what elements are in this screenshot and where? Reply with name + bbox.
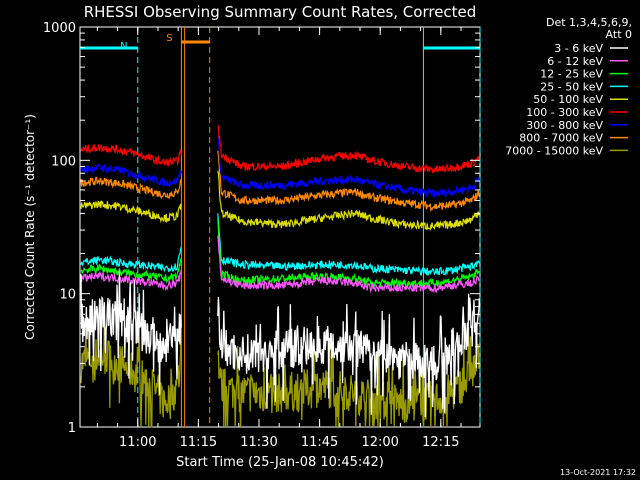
legend-label: 12 - 25 keV (540, 68, 603, 81)
series-6-12-kev (80, 235, 480, 294)
series-line (80, 150, 480, 213)
legend-label: 50 - 100 keV (533, 93, 603, 106)
x-tick-label: 12:15 (422, 435, 459, 450)
legend-label: 800 - 7000 keV (519, 132, 603, 145)
y-axis: 1 10 100 1000 (43, 21, 480, 436)
legend-entry-100-300-kev: 100 - 300 keV (526, 106, 628, 119)
x-tick-label: 11:00 (119, 435, 156, 450)
chart-title: RHESSI Observing Summary Count Rates, Co… (84, 3, 477, 21)
legend-entry-3-6-kev: 3 - 6 keV (554, 42, 628, 55)
series-100-300-kev (80, 124, 480, 174)
series-line (80, 124, 480, 174)
series-300-800-kev (80, 135, 480, 198)
footer-timestamp: 13-Oct-2021 17:32 (560, 468, 636, 477)
x-tick-label: 11:30 (240, 435, 277, 450)
instrument-state-bars: NS (80, 33, 480, 52)
legend-label: 7000 - 15000 keV (505, 144, 603, 157)
y-tick-label: 10 (59, 288, 76, 303)
x-axis: 11:00 11:15 11:30 11:45 12:00 12:15 (96, 27, 462, 450)
x-axis-label: Start Time (25-Jan-08 10:45:42) (176, 455, 384, 470)
series-layer (80, 124, 481, 428)
legend-label: 3 - 6 keV (554, 42, 603, 55)
legend-label: 25 - 50 keV (540, 80, 603, 93)
legend-entry-800-7000-kev: 800 - 7000 keV (519, 132, 628, 145)
annotation-n-0: N (80, 41, 138, 52)
legend-entry-50-100-kev: 50 - 100 keV (533, 93, 628, 106)
series-7000-15000-kev (80, 310, 481, 428)
legend-entry-300-800-kev: 300 - 800 keV (526, 119, 628, 132)
legend-entry-25-50-kev: 25 - 50 keV (540, 80, 628, 93)
series-800-7000-kev (80, 150, 480, 213)
vertical-markers (137, 27, 481, 427)
y-tick-label: 1 (68, 421, 76, 436)
legend-entry-6-12-kev: 6 - 12 keV (547, 55, 628, 68)
legend-header-line: Det 1,3,4,5,6,9, (546, 16, 632, 29)
annotation-label: S (166, 33, 172, 44)
series-line (80, 270, 481, 418)
legend-header-line: Att 0 (606, 28, 632, 41)
y-tick-label: 1000 (43, 21, 76, 36)
series-3-6-kev (80, 270, 481, 418)
x-tick-label: 11:45 (301, 435, 338, 450)
legend-label: 300 - 800 keV (526, 119, 603, 132)
legend-entry-7000-15000-kev: 7000 - 15000 keV (505, 144, 628, 157)
series-12-25-kev (80, 218, 480, 289)
y-tick-label: 100 (51, 154, 76, 169)
y-axis-label: Corrected Count Rate (s⁻¹ detector⁻¹) (23, 114, 37, 340)
series-50-100-kev (80, 170, 480, 231)
series-line (80, 135, 480, 198)
legend-label: 6 - 12 keV (547, 55, 603, 68)
series-25-50-kev (80, 213, 480, 277)
legend-label: 100 - 300 keV (526, 106, 603, 119)
series-line (80, 213, 480, 277)
annotation-label: N (120, 41, 127, 52)
legend-entry-12-25-kev: 12 - 25 keV (540, 68, 628, 81)
series-line (80, 170, 480, 231)
series-line (80, 310, 481, 428)
x-tick-label: 12:00 (361, 435, 398, 450)
series-line (80, 218, 480, 289)
x-tick-label: 11:15 (180, 435, 217, 450)
series-line (80, 235, 480, 294)
annotation-s-2: S (166, 33, 210, 44)
